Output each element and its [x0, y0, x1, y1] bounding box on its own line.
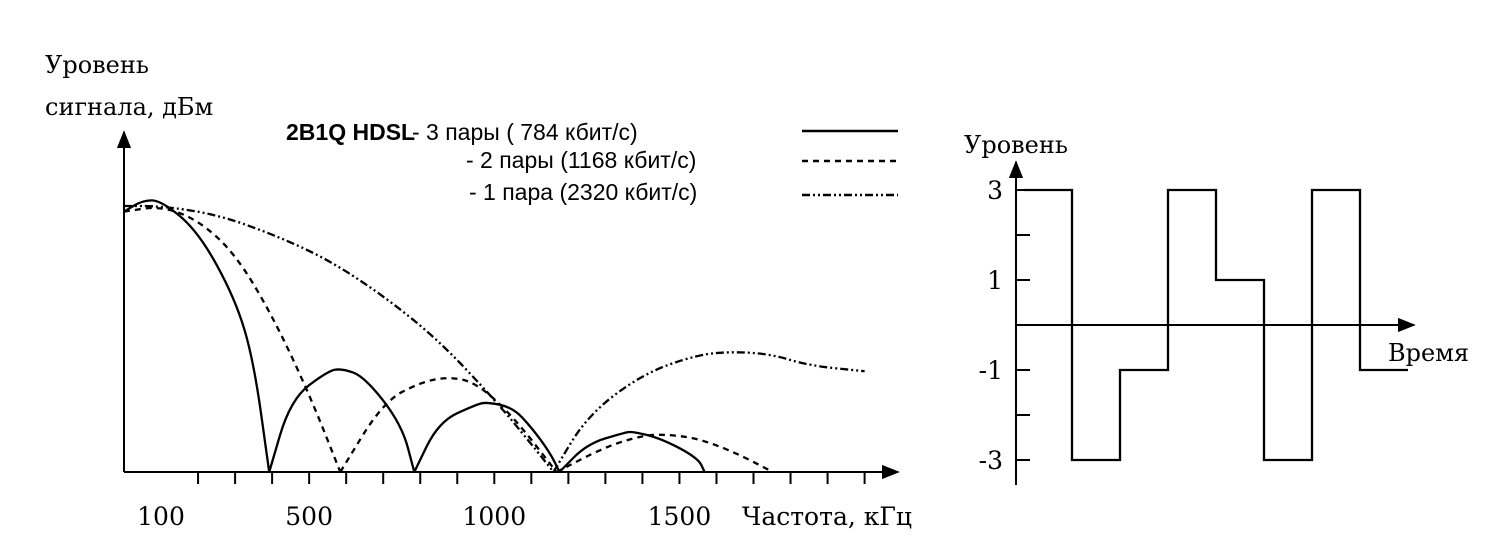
waveform-step-line [1024, 188, 1408, 462]
legend-item-2-pairs: - 2 пары (1168 кбит/с) [466, 147, 696, 173]
series-line-dashdot [124, 204, 555, 473]
spectrum-x-tick-label: 500 [285, 502, 333, 531]
series-line-dashed [555, 433, 774, 474]
waveform-y-tick-label: -1 [979, 356, 1003, 385]
waveform-signal [1024, 188, 1408, 462]
waveform-ticks [1016, 189, 1030, 461]
spectrum-chart: Уровень сигнала, дБм 100 500 1000 1500 Част… [45, 51, 912, 531]
waveform-y-tick-label: 1 [987, 266, 1003, 295]
spectrum-x-tick-label: 1500 [648, 502, 712, 531]
spectrum-curves [123, 199, 865, 474]
spectrum-minor-ticks [197, 472, 866, 484]
spectrum-tick-labels: 100 500 1000 1500 [137, 502, 711, 531]
spectrum-x-tick-label: 100 [137, 502, 185, 531]
spectrum-xlabel: Частота, кГц [742, 502, 912, 531]
waveform-chart: Уровень Время 3 1 -1 -3 [964, 131, 1469, 485]
waveform-y-tick-label: -3 [979, 446, 1003, 475]
legend-item-3-pairs: - 3 пары ( 784 кбит/с) [412, 119, 638, 145]
spectrum-x-tick-label: 1000 [462, 502, 526, 531]
series-line-solid [268, 368, 416, 473]
waveform-xlabel: Время [1388, 339, 1469, 367]
series-line-dashed [339, 377, 558, 473]
series-line-solid [413, 401, 561, 473]
series-line-solid [123, 199, 271, 473]
series-line-solid [558, 430, 706, 473]
spectrum-ylabel-line1: Уровень [45, 51, 149, 79]
waveform-ylabel: Уровень [964, 131, 1068, 159]
waveform-tick-labels: 3 1 -1 -3 [979, 176, 1003, 475]
waveform-y-tick-label: 3 [987, 176, 1003, 205]
series-line-dashed [123, 206, 342, 473]
legend-header: 2B1Q HDSL [286, 119, 415, 145]
legend: 2B1Q HDSL - 3 пары ( 784 кбит/с) - 2 пар… [286, 119, 898, 205]
spectrum-ylabel-line2: сигнала, дБм [45, 93, 213, 121]
series-line-dashdot [552, 351, 865, 473]
legend-item-1-pair: - 1 пара (2320 кбит/с) [469, 179, 697, 205]
